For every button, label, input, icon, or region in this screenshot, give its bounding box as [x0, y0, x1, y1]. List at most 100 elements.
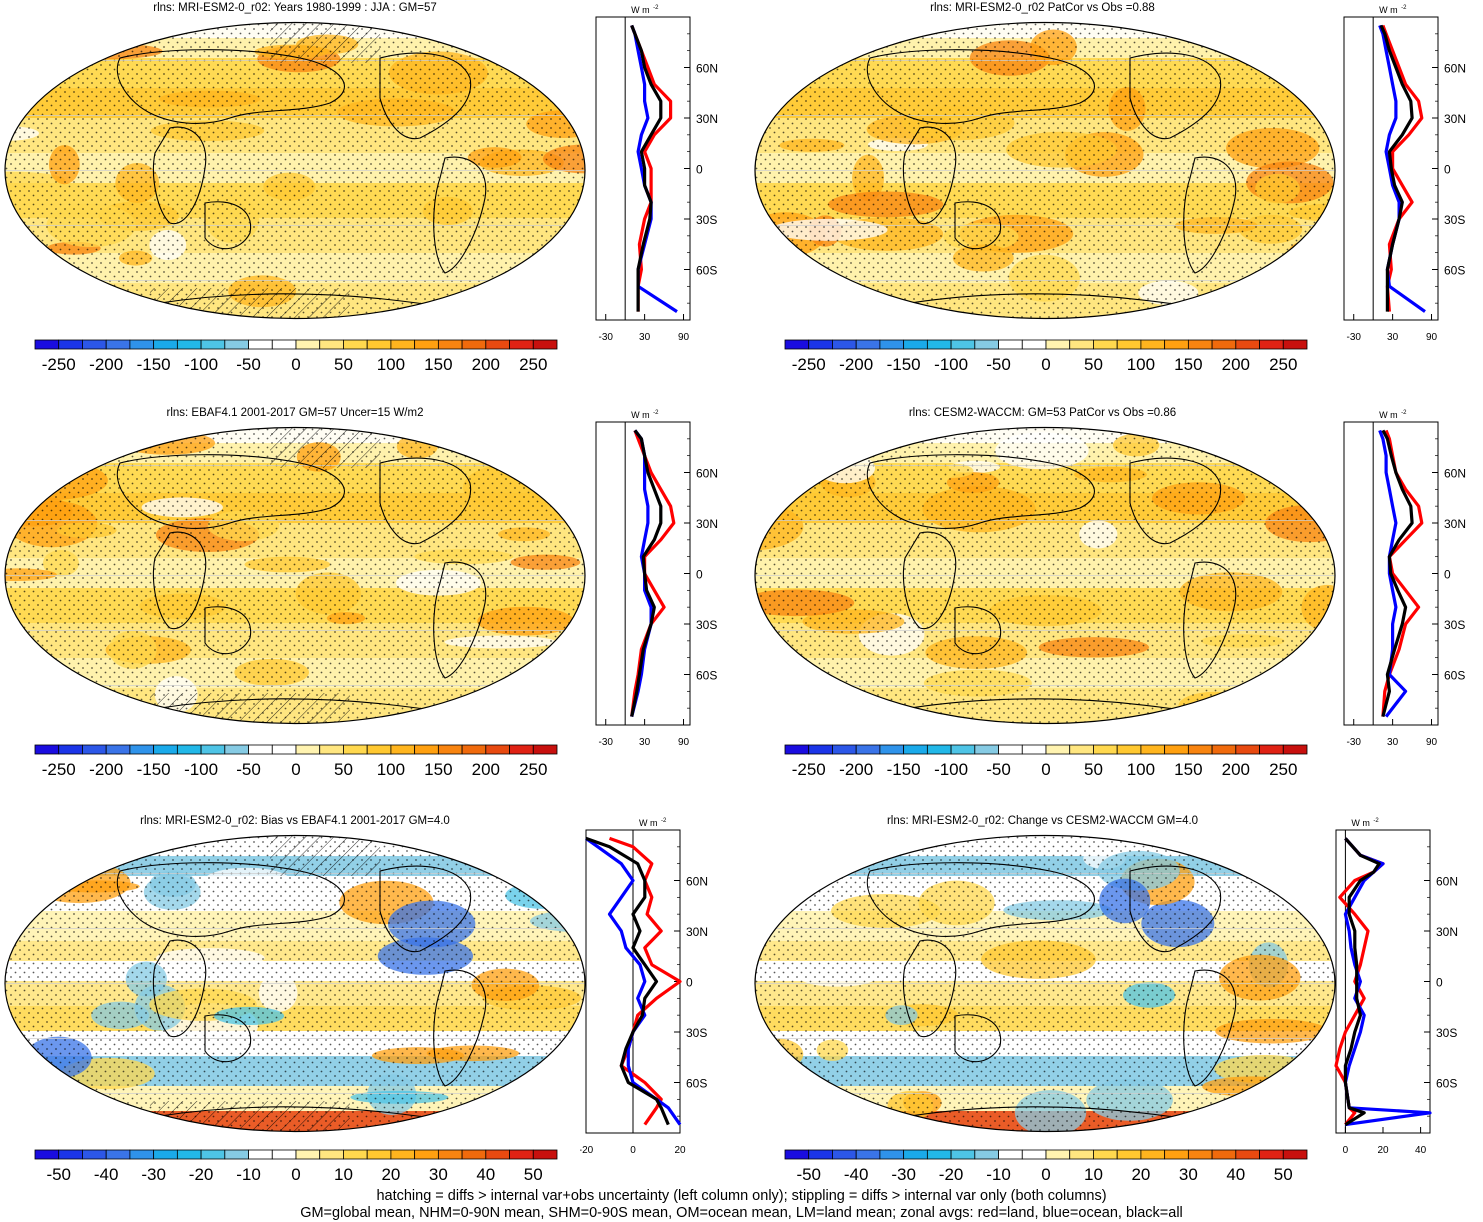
x-tick-label: 30	[639, 332, 651, 343]
colorbar-box	[176, 339, 202, 350]
colorbar-box	[1093, 339, 1118, 350]
coastline	[954, 606, 1002, 655]
colorbar-bottom-left: -50 -40 -30 -20 -10 0 10 20 30 40 50	[34, 1149, 558, 1184]
colorbar-box	[974, 339, 999, 350]
colorbar-tick-label: 100	[377, 355, 405, 374]
y-tick-label: 60S	[696, 669, 717, 683]
map-patch	[1313, 430, 1335, 463]
colorbar-tick-label: -50	[46, 1165, 71, 1184]
colorbar-box	[1021, 1149, 1047, 1160]
colorbar-tick-label: 20	[381, 1165, 400, 1184]
colorbar-tick-label: 10	[1084, 1165, 1103, 1184]
zonal-unit-label: W m	[631, 410, 650, 420]
colorbar-box	[1164, 339, 1189, 350]
colorbar-box	[271, 1149, 297, 1160]
coastline	[152, 531, 207, 630]
coastline	[902, 939, 957, 1038]
x-tick-label: 30	[1387, 332, 1399, 343]
map-border	[4, 426, 586, 725]
colorbar-box	[1069, 744, 1094, 755]
colorbar-box	[879, 1149, 905, 1160]
colorbar-tick-label: -40	[844, 1165, 869, 1184]
colorbar-tick-label: 50	[334, 355, 353, 374]
y-tick-label: 60S	[686, 1077, 707, 1091]
colorbar-tick-label: 0	[1041, 760, 1050, 779]
colorbar-tick-label: -100	[184, 355, 218, 374]
colorbar-box	[832, 744, 857, 755]
coastline	[1129, 457, 1222, 545]
colorbar-tick-label: -50	[796, 1165, 821, 1184]
colorbar-box	[200, 339, 226, 350]
coastline	[902, 531, 957, 630]
colorbar-tick-label: 40	[1226, 1165, 1245, 1184]
colorbar-box	[1140, 339, 1166, 350]
colorbar-box	[1211, 339, 1237, 350]
colorbar-tick-label: -20	[189, 1165, 214, 1184]
coastline	[433, 156, 487, 274]
colorbar-box	[532, 744, 558, 755]
coastline	[116, 49, 345, 124]
colorbar-box	[950, 339, 976, 350]
map-patch	[522, 266, 585, 302]
colorbar-box	[58, 744, 83, 755]
colorbar-tick-label: 200	[472, 760, 500, 779]
colorbar-box	[105, 339, 131, 350]
colorbar-box	[1187, 339, 1213, 350]
map-patch	[770, 49, 828, 63]
map-patch	[7, 32, 99, 69]
coastline	[866, 49, 1095, 124]
colorbar-box	[461, 744, 487, 755]
colorbar-box	[808, 339, 833, 350]
x-tick-label: 90	[1426, 332, 1438, 343]
colorbar-box	[366, 339, 392, 350]
colorbar-tick-label: -30	[141, 1165, 166, 1184]
panel-title: rlns: CESM2-WACCM: GM=53 PatCor vs Obs =…	[908, 407, 1177, 419]
colorbar-box	[414, 339, 439, 350]
zonal-unit-exponent: -2	[1401, 5, 1407, 11]
y-tick-label: 60S	[1444, 669, 1465, 683]
map-border	[754, 21, 1336, 320]
colorbar-box	[343, 1149, 368, 1160]
colorbar-box	[532, 339, 558, 350]
x-tick-label: -30	[598, 737, 613, 748]
y-tick-label: 30N	[696, 517, 718, 531]
zonal-plot-bottom-left: W m -2 60N 30N 0 30S 60S -20 0 20	[580, 818, 708, 1156]
colorbar-box	[509, 339, 534, 350]
coastline	[204, 606, 252, 655]
colorbar-tick-label: 200	[1222, 355, 1250, 374]
coastline	[902, 126, 957, 225]
x-tick-label: -30	[1346, 332, 1361, 343]
colorbar-box	[808, 1149, 833, 1160]
colorbar-box	[1282, 744, 1308, 755]
panel-bottom-left: rlns: MRI-ESM2-0_r02: Bias vs EBAF4.1 20…	[0, 813, 741, 1185]
y-tick-label: 60N	[686, 875, 708, 889]
map-patch	[755, 457, 797, 498]
colorbar-tick-label: -250	[42, 760, 76, 779]
colorbar-box	[485, 744, 510, 755]
colorbar-box	[1187, 1149, 1213, 1160]
y-tick-label: 30N	[686, 925, 708, 939]
map-border	[4, 834, 586, 1133]
zonal-plot-top-right: W m -2 60N 30N 0 30S 60S -30 30 90	[1343, 5, 1466, 343]
colorbar-box	[1021, 339, 1047, 350]
colorbar-tick-label: -250	[792, 355, 826, 374]
map-patch	[1294, 643, 1335, 667]
map-patch	[537, 458, 576, 476]
colorbar-box	[34, 339, 60, 350]
colorbar-box	[808, 744, 833, 755]
colorbar-box	[998, 1149, 1023, 1160]
zonal-series-line	[585, 836, 670, 1126]
y-tick-label: 30S	[696, 213, 717, 227]
coastline	[1129, 52, 1222, 140]
y-tick-label: 60N	[696, 467, 718, 481]
y-tick-label: 30S	[686, 1026, 707, 1040]
colorbar-box	[879, 744, 905, 755]
colorbar-box	[1211, 1149, 1237, 1160]
colorbar-tick-label: 250	[519, 355, 547, 374]
y-tick-label: 30N	[1436, 925, 1458, 939]
map-field	[755, 427, 1335, 724]
y-tick-label: 60S	[1436, 1077, 1457, 1091]
colorbar-box	[129, 1149, 155, 1160]
colorbar-box	[271, 744, 297, 755]
colorbar-tick-label: 50	[1084, 760, 1103, 779]
